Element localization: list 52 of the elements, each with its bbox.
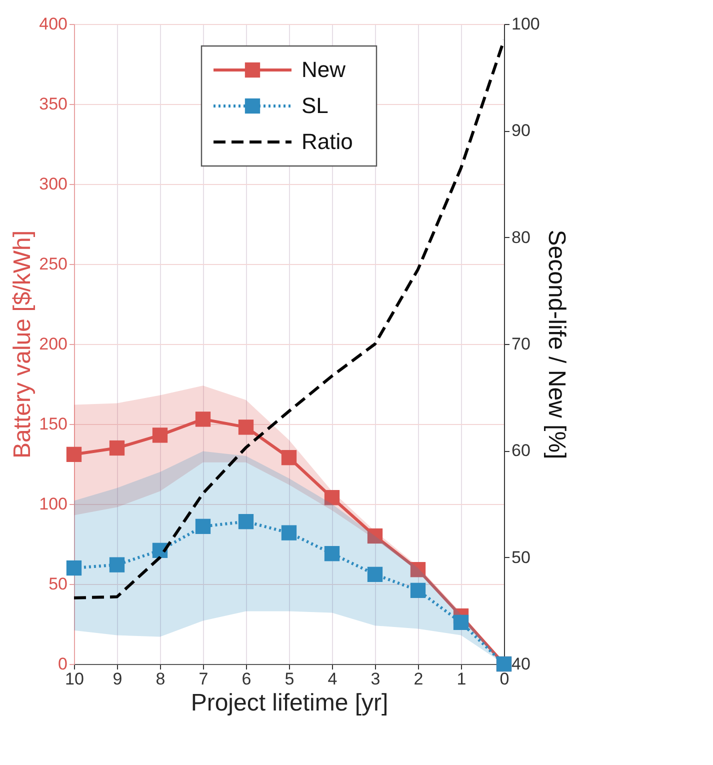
point [281,525,297,540]
y2-tick-label: 60 [512,441,530,460]
legend-label: Ratio [302,129,353,154]
point [152,428,168,443]
point [109,440,125,456]
x-tick-label: 6 [242,670,252,688]
point [453,614,469,630]
y2-tick-label: 50 [512,548,530,567]
x-tick-label: 9 [112,670,122,688]
x-axis-title: Project lifetime [yr] [190,690,388,716]
y-tick-label: 250 [39,254,68,274]
y2-tick-label: 40 [512,654,530,674]
legend-label: New [302,57,346,82]
y-tick-label: 0 [58,654,68,674]
x-tick-label: 8 [156,670,166,688]
point [66,560,82,576]
point [109,557,125,572]
y-tick-label: 150 [39,414,68,434]
x-tick-label: 2 [414,670,424,688]
point [195,412,211,427]
point [410,562,426,578]
y2-tick-label: 100 [512,14,540,34]
x-tick-label: 10 [65,670,84,688]
point [66,446,82,462]
point [281,450,297,466]
point [367,566,383,582]
point [367,528,383,544]
y-tick-label: 350 [39,94,68,114]
point [324,546,340,562]
x-tick-label: 7 [198,670,208,688]
y-tick-label: 200 [39,334,68,354]
y-tick-label: 100 [39,494,68,514]
y-axis-title: Battery value [$/kWh] [9,230,36,459]
point [238,514,254,530]
x-tick-label: 0 [500,670,510,688]
x-tick-label: 5 [284,670,294,688]
y2-axis-title: Second-life / New [%] [542,230,570,460]
point [410,582,426,598]
y2-tick-label: 80 [512,228,530,247]
line-series [72,38,506,600]
y-tick-label: 50 [48,574,68,594]
point [238,420,254,435]
x-tick-label: 4 [328,670,338,688]
x-tick-label: 3 [370,670,380,688]
point [195,518,211,534]
point [324,490,340,506]
y-tick-label: 300 [39,174,68,194]
y-tick-label: 400 [39,14,68,34]
y2-tick-label: 70 [512,334,530,354]
y2-tick-label: 90 [512,121,530,140]
legend-label: SL [302,93,328,118]
x-tick-label: 1 [456,670,466,688]
